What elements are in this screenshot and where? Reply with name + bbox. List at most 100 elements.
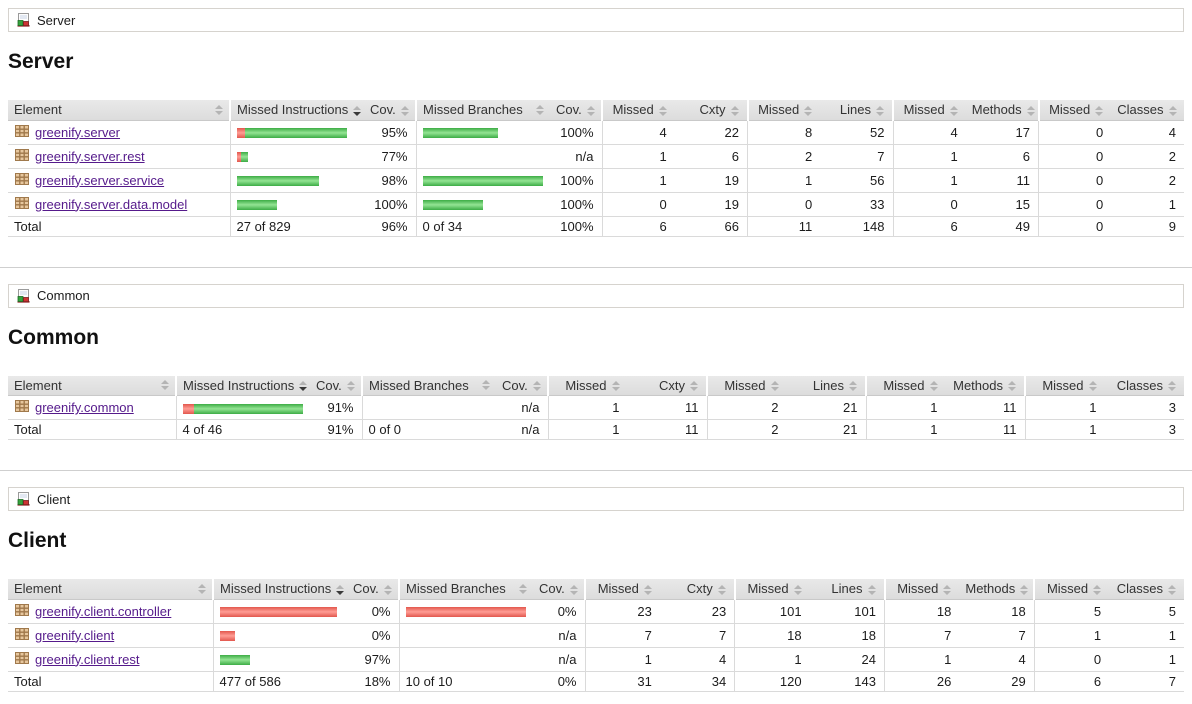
column-header-methods-10[interactable]: Methods	[959, 579, 1035, 600]
count-cell: 4	[892, 120, 966, 145]
package-link-greenify-server-service[interactable]: greenify.server.service	[35, 172, 165, 188]
missed-branches-bar-cell	[398, 623, 533, 648]
column-header-cov-2[interactable]: Cov.	[310, 375, 362, 396]
package-link-greenify-client-controller[interactable]: greenify.client.controller	[35, 603, 172, 619]
column-header-missed-11[interactable]: Missed	[1037, 100, 1112, 121]
element-cell: greenify.client	[8, 623, 213, 648]
sort-icon	[161, 380, 169, 391]
count-cell: 1	[884, 647, 960, 672]
column-header-label: Cxty	[699, 102, 726, 118]
total-count-cell: 6	[1033, 671, 1110, 692]
column-header-label: Classes	[1116, 377, 1163, 393]
column-header-cxty-6[interactable]: Cxty	[627, 375, 707, 396]
count-cell: 7	[884, 623, 960, 648]
missed-bar-segment	[219, 631, 235, 642]
column-header-element-0[interactable]: Element	[8, 100, 230, 121]
column-header-classes-12[interactable]: Classes	[1109, 579, 1184, 600]
count-cell: 1	[601, 144, 675, 169]
column-header-label: Missed Branches	[406, 581, 506, 597]
total-missed-instructions: 477 of 586	[212, 671, 347, 692]
total-count-cell: 143	[809, 671, 885, 692]
sort-icon	[1008, 381, 1016, 392]
section-title-server: Server	[8, 50, 74, 73]
count-cell: 11	[627, 395, 707, 420]
package-icon	[14, 171, 30, 190]
sort-icon	[1093, 584, 1102, 595]
count-cell: 1	[892, 168, 966, 193]
column-header-missed-9[interactable]: Missed	[892, 100, 966, 121]
column-header-cov-4[interactable]: Cov.	[533, 579, 585, 600]
section-title-common: Common	[8, 325, 99, 349]
column-header-missed-instructions-1[interactable]: Missed Instructions	[212, 579, 347, 600]
column-header-missed-7[interactable]: Missed	[733, 579, 810, 600]
column-header-cov-2[interactable]: Cov.	[347, 579, 399, 600]
covered-bar-segment	[422, 200, 483, 211]
column-header-cov-2[interactable]: Cov.	[364, 100, 416, 121]
column-header-classes-12[interactable]: Classes	[1104, 375, 1184, 396]
total-instruction-coverage: 96%	[364, 216, 416, 237]
column-header-cxty-6[interactable]: Cxty	[674, 100, 748, 121]
package-icon	[14, 147, 30, 166]
coverage-table-client: Element Missed Instructions Cov. Missed Bra…	[8, 579, 1184, 692]
column-header-missed-7[interactable]: Missed	[746, 100, 821, 121]
coverage-table-common: Element Missed Instructions Cov. Missed Bra…	[8, 375, 1184, 440]
table-row: greenify.server.data.model 100% 100% 0 19 0 33…	[8, 192, 1184, 217]
package-link-greenify-server-data-model[interactable]: greenify.server.data.model	[35, 196, 188, 212]
column-header-missed-5[interactable]: Missed	[547, 375, 628, 396]
package-link-greenify-server[interactable]: greenify.server	[35, 124, 121, 140]
column-header-cov-4[interactable]: Cov.	[550, 100, 602, 121]
column-header-cov-4[interactable]: Cov.	[496, 375, 548, 396]
sort-icon	[569, 584, 578, 595]
instruction-coverage-cell: 95%	[364, 120, 416, 145]
column-header-missed-instructions-1[interactable]: Missed Instructions	[229, 100, 364, 121]
missed-instructions-bar-cell	[229, 192, 364, 217]
count-cell: 1	[1109, 623, 1184, 648]
column-header-methods-10[interactable]: Methods	[965, 100, 1039, 121]
missed-branches-bar-cell	[415, 192, 550, 217]
count-cell: 7	[959, 623, 1035, 648]
column-header-missed-branches-3[interactable]: Missed Branches	[361, 375, 496, 396]
package-link-greenify-common[interactable]: greenify.common	[35, 400, 134, 415]
column-header-missed-9[interactable]: Missed	[883, 579, 960, 600]
package-link-greenify-client-rest[interactable]: greenify.client.rest	[35, 651, 140, 667]
total-row: Total 477 of 586 18% 10 of 10 0% 31 34 120 143 26…	[8, 671, 1184, 692]
count-cell: 2	[1111, 168, 1184, 193]
column-header-missed-5[interactable]: Missed	[601, 100, 675, 121]
column-header-label: Missed Instructions	[220, 581, 332, 597]
column-header-missed-5[interactable]: Missed	[584, 579, 660, 600]
count-cell: 2	[706, 395, 787, 420]
package-link-greenify-client[interactable]: greenify.client	[35, 627, 115, 643]
column-header-label: Missed Branches	[423, 102, 523, 118]
column-header-label: Missed	[1049, 102, 1091, 118]
column-header-lines-8[interactable]: Lines	[820, 100, 893, 121]
column-header-missed-instructions-1[interactable]: Missed Instructions	[175, 375, 310, 396]
column-header-label: Cov.	[370, 102, 396, 118]
column-header-cxty-6[interactable]: Cxty	[659, 579, 735, 600]
column-header-missed-7[interactable]: Missed	[706, 375, 787, 396]
coverage-bar	[236, 176, 319, 187]
column-header-missed-branches-3[interactable]: Missed Branches	[415, 100, 550, 121]
column-header-label: Missed	[724, 377, 766, 393]
package-icon	[14, 626, 30, 645]
column-header-label: Cov.	[556, 102, 582, 118]
total-count-cell: 7	[1109, 671, 1184, 692]
column-header-missed-11[interactable]: Missed	[1033, 579, 1110, 600]
package-link-greenify-server-rest[interactable]: greenify.server.rest	[35, 148, 145, 164]
column-header-lines-8[interactable]: Lines	[786, 375, 866, 396]
column-header-label: Methods	[971, 102, 1022, 118]
column-header-element-0[interactable]: Element	[8, 579, 213, 600]
count-cell: 33	[820, 192, 893, 217]
column-header-label: Classes	[1117, 102, 1164, 118]
sort-icon	[876, 105, 884, 116]
column-header-missed-9[interactable]: Missed	[865, 375, 946, 396]
column-header-missed-11[interactable]: Missed	[1024, 375, 1105, 396]
count-cell: 7	[659, 623, 735, 648]
column-header-missed-branches-3[interactable]: Missed Branches	[398, 579, 533, 600]
missed-bar-segment	[182, 403, 194, 414]
column-header-lines-8[interactable]: Lines	[809, 579, 885, 600]
column-header-methods-10[interactable]: Methods	[945, 375, 1025, 396]
count-cell: 1	[734, 647, 810, 672]
column-header-element-0[interactable]: Element	[8, 375, 176, 396]
column-header-classes-12[interactable]: Classes	[1111, 100, 1184, 121]
sort-icon	[611, 381, 620, 392]
